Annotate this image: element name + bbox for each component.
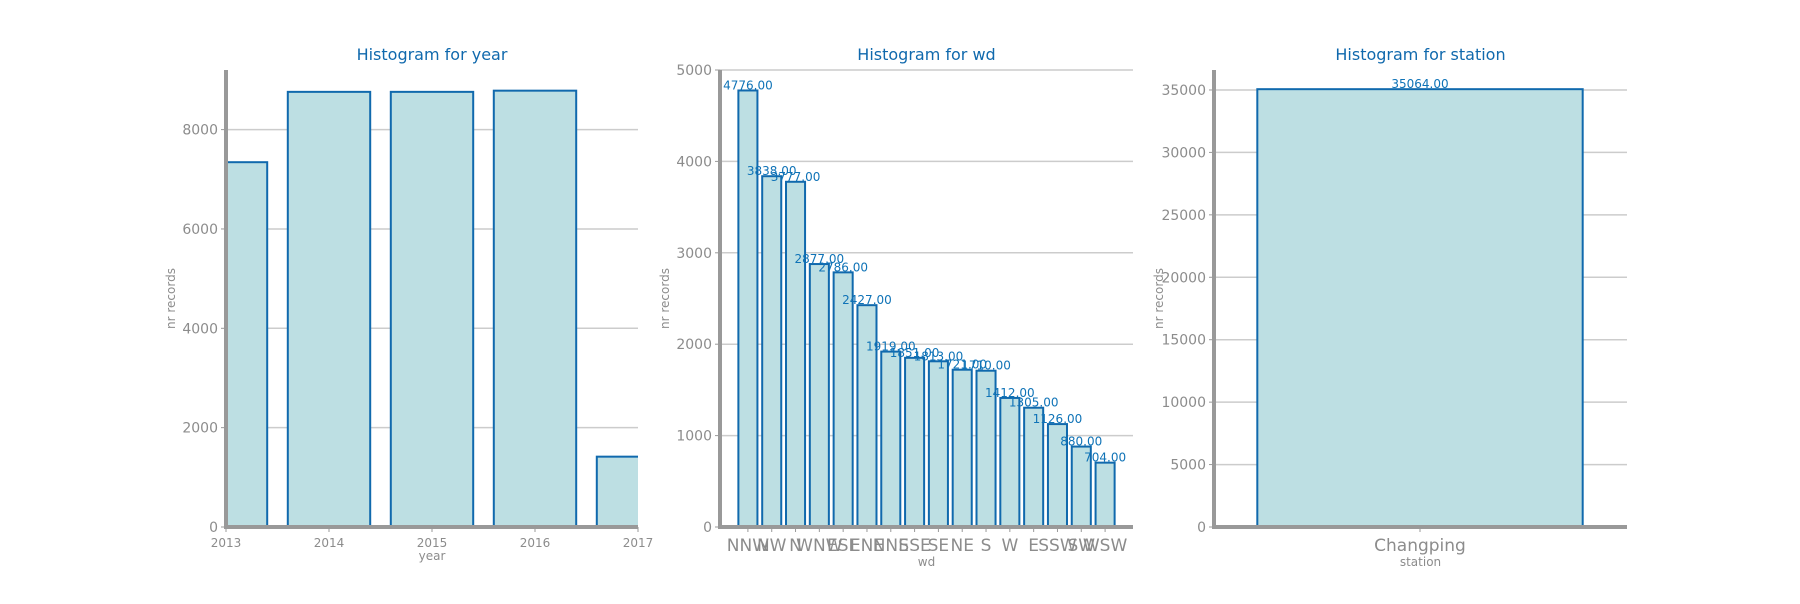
chart2-x-tick-label: E — [1028, 536, 1039, 556]
chart2-x-tick-label: WNW — [796, 536, 843, 556]
chart2-x-tick-label: NW — [757, 536, 787, 556]
chart1-y-tick-label: 8000 — [182, 123, 218, 139]
chart1-x-tick-label: 2013 — [211, 536, 242, 550]
chart1-x-tick-label: 2014 — [314, 536, 345, 550]
chart2-bar — [927, 360, 949, 529]
chart2-data-label: 2427.00 — [842, 293, 892, 307]
chart3-x-axis-label: station — [1400, 555, 1441, 569]
chart2-data-label: 1813.00 — [914, 349, 964, 363]
chart2-bar — [832, 271, 854, 528]
chart2-y-tick-label: 0 — [703, 520, 712, 536]
chart1-x-tick-label: 2017 — [623, 536, 654, 550]
chart1-bar — [286, 90, 372, 528]
chart1-x-tick-label: 2015 — [417, 536, 448, 550]
chart1-y-tick-label: 6000 — [182, 222, 218, 238]
chart2-data-label: 1919.00 — [866, 340, 916, 354]
chart2-bar — [999, 396, 1021, 528]
chart2-y-axis-label: nr records — [658, 268, 672, 329]
chart2-x-tick-label: SSE — [898, 536, 930, 556]
chart2-x-tick-label: WSW — [1083, 536, 1128, 556]
chart3-y-tick-label: 35000 — [1161, 83, 1206, 99]
chart2-data-label: 3777.00 — [771, 170, 821, 184]
chart2-data-label: 1721.00 — [937, 358, 987, 372]
chart1-bar — [595, 455, 638, 529]
chart2-x-tick-label: W — [1001, 536, 1018, 556]
chart2-x-tick-label: NE — [950, 536, 973, 556]
chart2-data-label: 3838.00 — [747, 164, 797, 178]
chart1-y-tick-label: 0 — [209, 520, 218, 536]
chart2-x-tick-label: SW — [1067, 536, 1095, 556]
chart1-x-tick-label: 2016 — [520, 536, 551, 550]
chart2-y-tick-label: 3000 — [676, 246, 712, 262]
chart3-y-tick-label: 5000 — [1170, 458, 1206, 474]
chart2-x-tick-label: ENE — [850, 536, 884, 556]
chart2-bar — [808, 263, 830, 528]
chart2-data-label: 1851.00 — [890, 346, 940, 360]
chart2-data-label: 1305.00 — [1009, 396, 1059, 410]
chart1-bar — [492, 89, 578, 529]
chart2-y-tick-label: 1000 — [676, 429, 712, 445]
chart2-x-tick-label: ESE — [827, 536, 859, 556]
chart2-data-label: 2877.00 — [795, 252, 845, 266]
chart2-x-axis-label: wd — [918, 555, 935, 569]
chart2-bar — [761, 175, 783, 529]
chart3-y-tick-label: 15000 — [1161, 333, 1206, 349]
chart2-bar — [1094, 461, 1116, 528]
chart3-data-label: 35064.00 — [1391, 77, 1448, 91]
chart2-data-label: 704.00 — [1084, 451, 1126, 465]
chart2-x-tick-label: N — [789, 536, 802, 556]
chart2-y-tick-label: 2000 — [676, 337, 712, 353]
chart2-y-tick-label: 5000 — [676, 63, 712, 79]
chart2-data-label: 880.00 — [1060, 435, 1102, 449]
chart3-y-tick-label: 25000 — [1161, 208, 1206, 224]
chart3-bar — [1256, 88, 1584, 528]
chart3-y-tick-label: 20000 — [1161, 270, 1206, 286]
chart2-bar — [904, 356, 926, 528]
chart1-x-axis-label: year — [419, 549, 446, 563]
chart1-title: Histogram for year — [357, 45, 508, 64]
chart2-x-tick-label: SE — [928, 536, 950, 556]
chart2-bar — [785, 180, 807, 528]
chart1-y-tick-label: 4000 — [182, 321, 218, 337]
chart3-y-tick-label: 10000 — [1161, 395, 1206, 411]
chart2-x-tick-label: NNW — [727, 536, 769, 556]
chart3-x-tick-label: Changping — [1374, 536, 1466, 556]
chart2-bar — [737, 89, 759, 528]
chart1-y-axis-label: nr records — [164, 268, 178, 329]
chart2-y-tick-label: 4000 — [676, 154, 712, 170]
chart2-bar — [880, 350, 902, 528]
chart1-bar — [389, 90, 475, 528]
chart2-data-label: 1710.00 — [961, 359, 1011, 373]
chart2-data-label: 4776.00 — [723, 78, 773, 92]
chart2-data-label: 1126.00 — [1033, 412, 1083, 426]
chart3-y-tick-label: 0 — [1197, 520, 1206, 536]
chart2-x-tick-label: SSW — [1038, 536, 1077, 556]
chart2-x-tick-label: S — [981, 536, 992, 556]
chart3-y-axis-label: nr records — [1152, 268, 1166, 329]
chart3-title: Histogram for station — [1335, 45, 1505, 64]
chart2-x-tick-label: NNE — [873, 536, 909, 556]
chart2-title: Histogram for wd — [857, 45, 995, 64]
chart2-bar — [856, 304, 878, 529]
chart2-data-label: 2786.00 — [818, 260, 868, 274]
chart1-y-tick-label: 2000 — [182, 421, 218, 437]
chart2-bar — [951, 368, 973, 528]
chart3-y-tick-label: 30000 — [1161, 145, 1206, 161]
chart2-data-label: 1412.00 — [985, 386, 1035, 400]
